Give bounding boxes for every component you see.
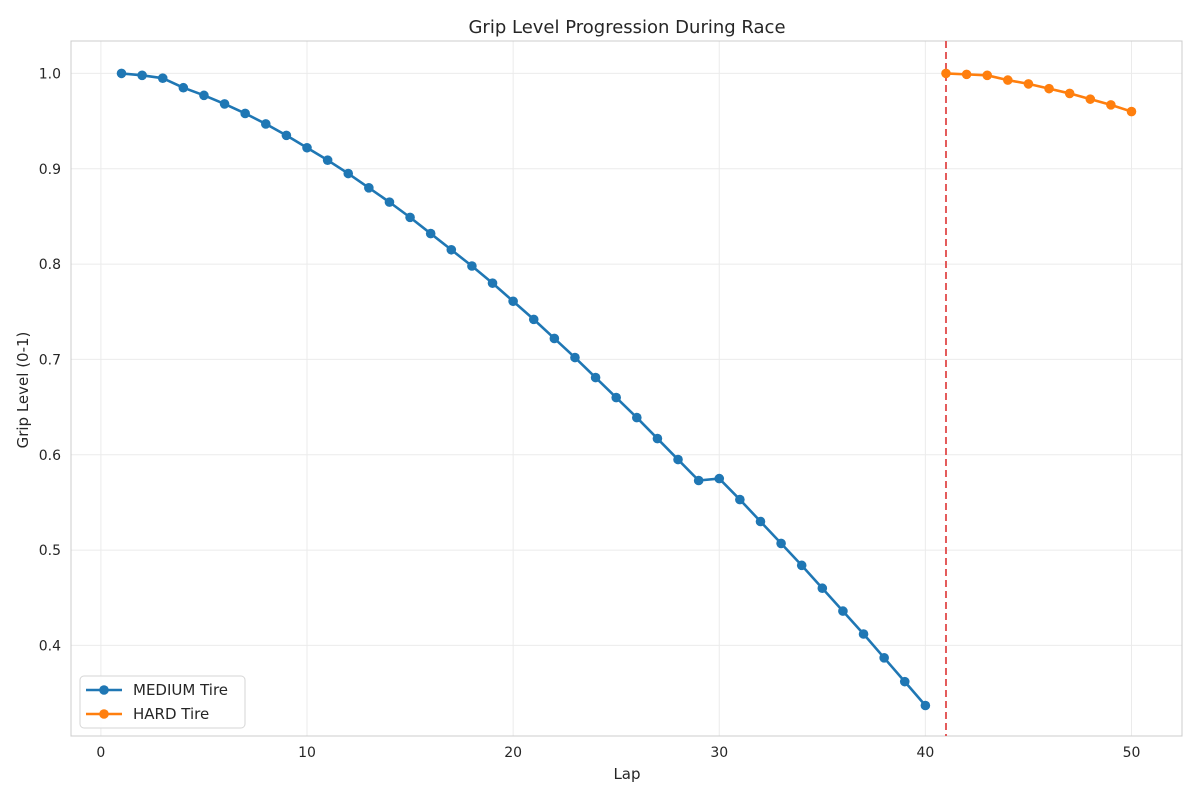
data-point-medium-tire — [405, 212, 415, 223]
x-tick-label: 20 — [504, 745, 522, 761]
x-tick-label: 40 — [916, 745, 934, 761]
x-tick-label: 10 — [298, 745, 316, 761]
legend-label-hard-tire: HARD Tire — [133, 705, 209, 723]
grid-layer — [71, 41, 1182, 736]
y-tick-label: 0.5 — [39, 543, 61, 559]
legend-marker-hard-tire — [99, 709, 109, 719]
plot-area-frame — [70, 40, 1183, 737]
data-point-medium-tire — [817, 583, 828, 594]
data-point-medium-tire — [899, 676, 910, 687]
data-point-medium-tire — [632, 412, 642, 423]
chart-title: Grip Level Progression During Race — [468, 17, 785, 38]
data-point-medium-tire — [590, 372, 601, 383]
data-point-medium-tire — [467, 261, 477, 271]
data-point-medium-tire — [528, 314, 539, 325]
series-hard-tire — [941, 68, 1137, 117]
data-point-medium-tire — [549, 333, 560, 344]
legend: MEDIUM Tire HARD Tire — [79, 675, 246, 729]
data-point-medium-tire — [611, 392, 621, 403]
y-tick-label: 0.4 — [39, 638, 61, 654]
y-tick-label: 0.6 — [39, 448, 61, 464]
data-point-medium-tire — [838, 606, 848, 616]
y-tick-label: 0.8 — [39, 257, 61, 273]
data-point-medium-tire — [178, 82, 189, 93]
data-point-hard-tire — [1003, 75, 1013, 85]
series-line-hard-tire — [944, 72, 1133, 113]
y-tick-label: 1.0 — [39, 66, 61, 82]
data-point-medium-tire — [322, 155, 333, 165]
legend-marker-medium-tire — [99, 685, 109, 695]
data-point-hard-tire — [941, 68, 951, 79]
data-point-medium-tire — [157, 73, 168, 83]
series-medium-tire — [116, 68, 931, 711]
data-point-hard-tire — [982, 70, 993, 81]
data-point-medium-tire — [652, 433, 663, 444]
ticks-layer: 0 10 20 30 40 50 0.4 0.5 0.6 0.7 0.8 0.9 1.0 — [39, 66, 1141, 761]
data-point-hard-tire — [1106, 100, 1116, 110]
data-point-hard-tire — [1064, 88, 1075, 99]
data-point-medium-tire — [570, 352, 580, 363]
x-axis-label: Lap — [613, 765, 640, 783]
data-point-medium-tire — [446, 244, 457, 255]
x-tick-label: 30 — [710, 745, 728, 761]
data-point-medium-tire — [343, 168, 354, 179]
data-point-medium-tire — [920, 700, 931, 711]
data-point-medium-tire — [281, 130, 292, 141]
x-tick-label: 50 — [1123, 745, 1141, 761]
data-point-medium-tire — [508, 296, 518, 307]
data-point-medium-tire — [199, 90, 209, 101]
data-point-medium-tire — [364, 183, 374, 193]
data-point-medium-tire — [425, 228, 436, 239]
data-point-hard-tire — [1126, 106, 1137, 117]
data-point-medium-tire — [879, 653, 889, 663]
data-point-medium-tire — [384, 197, 395, 207]
series-line-medium-tire — [120, 72, 927, 707]
data-point-medium-tire — [858, 629, 869, 639]
data-point-medium-tire — [755, 516, 766, 527]
y-tick-label: 0.7 — [39, 352, 61, 368]
data-point-medium-tire — [219, 99, 230, 109]
data-point-medium-tire — [796, 560, 807, 571]
data-point-medium-tire — [673, 454, 683, 465]
data-point-medium-tire — [302, 142, 312, 153]
data-point-medium-tire — [116, 68, 127, 79]
legend-label-medium-tire: MEDIUM Tire — [133, 681, 228, 699]
data-point-hard-tire — [1023, 79, 1034, 89]
data-point-medium-tire — [693, 475, 704, 486]
series-layer — [116, 68, 1137, 711]
data-point-medium-tire — [714, 473, 725, 484]
data-point-hard-tire — [961, 69, 972, 80]
data-point-medium-tire — [487, 278, 498, 288]
data-point-medium-tire — [735, 494, 745, 505]
data-point-hard-tire — [1085, 94, 1096, 104]
x-tick-label: 0 — [96, 745, 105, 761]
y-tick-label: 0.9 — [39, 162, 61, 178]
data-point-medium-tire — [776, 538, 786, 549]
data-point-hard-tire — [1044, 83, 1054, 94]
data-point-medium-tire — [240, 108, 250, 119]
y-axis-label: Grip Level (0-1) — [14, 332, 32, 449]
data-point-medium-tire — [260, 119, 271, 129]
data-point-medium-tire — [137, 70, 147, 81]
